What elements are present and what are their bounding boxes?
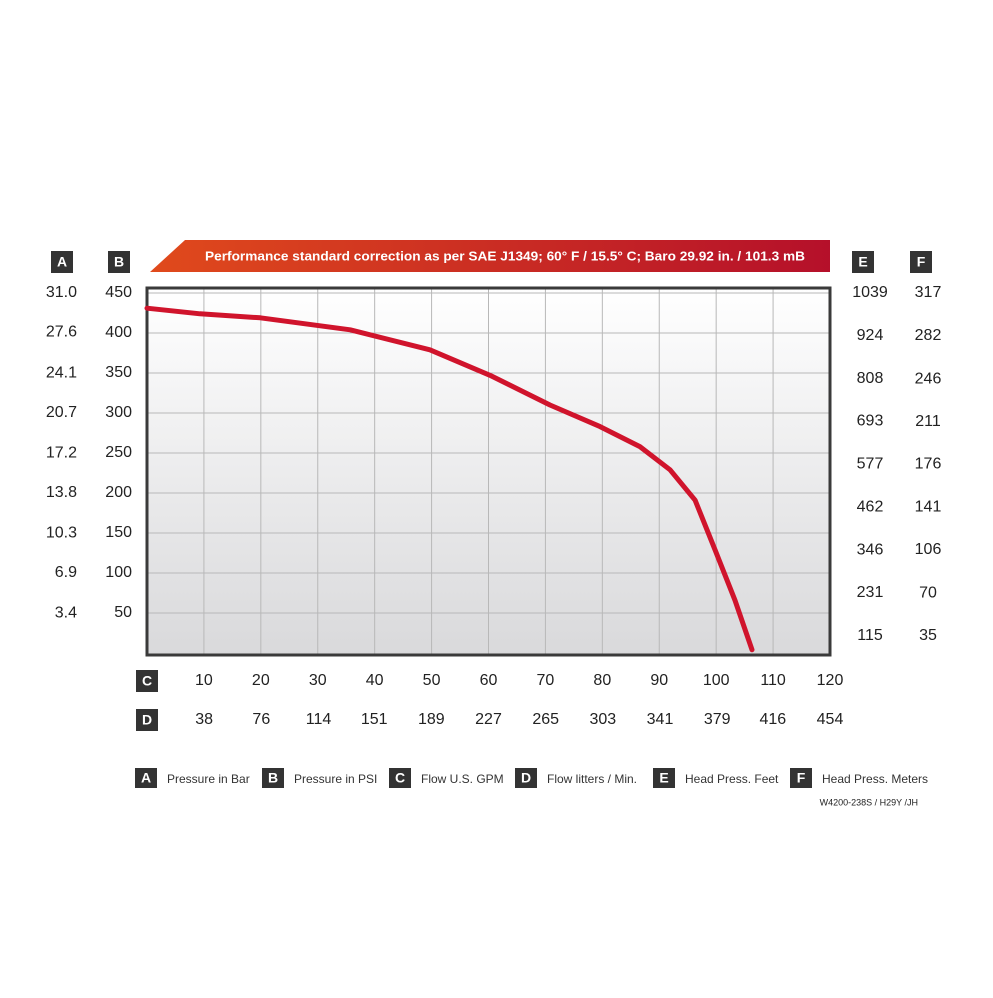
- y-tick-label: 400: [105, 324, 132, 341]
- y2-tick-label: 924: [857, 327, 884, 344]
- y-tick-label: 24.1: [46, 364, 77, 381]
- x-tick-label: 189: [418, 711, 445, 728]
- legend-letter: F: [797, 770, 806, 786]
- y2-tick-label: 693: [857, 413, 884, 430]
- axis-letter-box: [51, 251, 73, 273]
- legend-label: Head Press. Feet: [685, 772, 779, 786]
- legend-letter: A: [141, 770, 151, 786]
- x-tick-label: 30: [309, 672, 327, 689]
- legend-box: [653, 768, 675, 788]
- y-tick-label: 17.2: [46, 444, 77, 461]
- y2-tick-label: 211: [915, 413, 941, 430]
- x-tick-label: 38: [195, 711, 213, 728]
- axis-letter: E: [858, 254, 867, 270]
- legend-label: Flow litters / Min.: [547, 772, 637, 786]
- y-tick-label: 50: [114, 604, 132, 621]
- y-tick-label: 300: [105, 404, 132, 421]
- legend-box: [790, 768, 812, 788]
- x-tick-label: 379: [704, 711, 731, 728]
- y-tick-label: 150: [105, 524, 132, 541]
- legend-letter: E: [659, 770, 668, 786]
- axis-letter: A: [57, 254, 67, 270]
- chart-title: Performance standard correction as per S…: [205, 248, 805, 263]
- x-tick-label: 341: [647, 711, 674, 728]
- legend-box: [262, 768, 284, 788]
- y-tick-label: 13.8: [46, 484, 77, 501]
- x-tick-label: 20: [252, 672, 270, 689]
- x-tick-label: 454: [817, 711, 844, 728]
- x-tick-label: 40: [366, 672, 384, 689]
- y2-tick-label: 577: [857, 456, 884, 473]
- y2-tick-label: 106: [915, 541, 942, 558]
- legend-label: Pressure in PSI: [294, 772, 377, 786]
- footnote: W4200-238S / H29Y /JH: [820, 797, 918, 807]
- y-tick-label: 27.6: [46, 324, 77, 341]
- y2-tick-label: 282: [915, 327, 942, 344]
- y-tick-label: 100: [105, 564, 132, 581]
- y-tick-label: 31.0: [46, 284, 77, 301]
- x-tick-label: 90: [650, 672, 668, 689]
- y2-tick-label: 1039: [852, 284, 888, 301]
- axis-letter-box: [136, 709, 158, 731]
- y2-tick-label: 462: [857, 498, 884, 515]
- legend-label: Flow U.S. GPM: [421, 772, 504, 786]
- legend-label: Pressure in Bar: [167, 772, 250, 786]
- title-banner: [150, 240, 830, 272]
- x-tick-label: 416: [759, 711, 786, 728]
- y-tick-label: 6.9: [55, 564, 77, 581]
- x-tick-label: 151: [361, 711, 388, 728]
- legend-box: [389, 768, 411, 788]
- x-tick-label: 303: [589, 711, 616, 728]
- y2-tick-label: 70: [919, 585, 937, 602]
- x-tick-label: 100: [703, 672, 730, 689]
- y-tick-label: 200: [105, 484, 132, 501]
- y-tick-label: 3.4: [55, 605, 77, 622]
- y2-tick-label: 176: [915, 456, 942, 473]
- axis-letter: B: [114, 254, 124, 270]
- x-tick-label: 227: [475, 711, 502, 728]
- x-tick-label: 70: [537, 672, 555, 689]
- axis-letter: D: [142, 712, 152, 728]
- legend-letter: B: [268, 770, 278, 786]
- legend-letter: C: [395, 770, 405, 786]
- x-tick-label: 80: [593, 672, 611, 689]
- y2-tick-label: 141: [915, 498, 942, 515]
- axis-letter-box: [108, 251, 130, 273]
- x-tick-label: 60: [480, 672, 498, 689]
- y2-tick-label: 115: [857, 627, 883, 644]
- y2-tick-label: 246: [915, 371, 942, 388]
- x-tick-label: 265: [532, 711, 559, 728]
- legend-label: Head Press. Meters: [822, 772, 928, 786]
- pressure-curve: [144, 305, 755, 653]
- plot-frame: [145, 286, 832, 657]
- y2-tick-label: 346: [857, 541, 884, 558]
- y-tick-label: 20.7: [46, 404, 77, 421]
- y2-tick-label: 317: [915, 284, 942, 301]
- y-tick-label: 250: [105, 444, 132, 461]
- legend-box: [135, 768, 157, 788]
- axis-letter: C: [142, 673, 152, 689]
- y2-tick-label: 231: [857, 584, 884, 601]
- x-tick-label: 120: [817, 672, 844, 689]
- y-tick-label: 350: [105, 364, 132, 381]
- x-tick-label: 110: [760, 672, 786, 689]
- axis-letter-box: [852, 251, 874, 273]
- legend-box: [515, 768, 537, 788]
- axis-letter: F: [917, 254, 926, 270]
- y2-tick-label: 35: [919, 627, 937, 644]
- axis-letter-box: [136, 670, 158, 692]
- x-tick-label: 76: [252, 711, 270, 728]
- axis-letter-box: [910, 251, 932, 273]
- x-tick-label: 114: [306, 711, 332, 728]
- x-tick-label: 10: [195, 672, 213, 689]
- x-tick-label: 50: [423, 672, 441, 689]
- y-tick-label: 10.3: [46, 525, 77, 542]
- legend-letter: D: [521, 770, 531, 786]
- y2-tick-label: 808: [857, 370, 884, 387]
- y-tick-label: 450: [105, 284, 132, 301]
